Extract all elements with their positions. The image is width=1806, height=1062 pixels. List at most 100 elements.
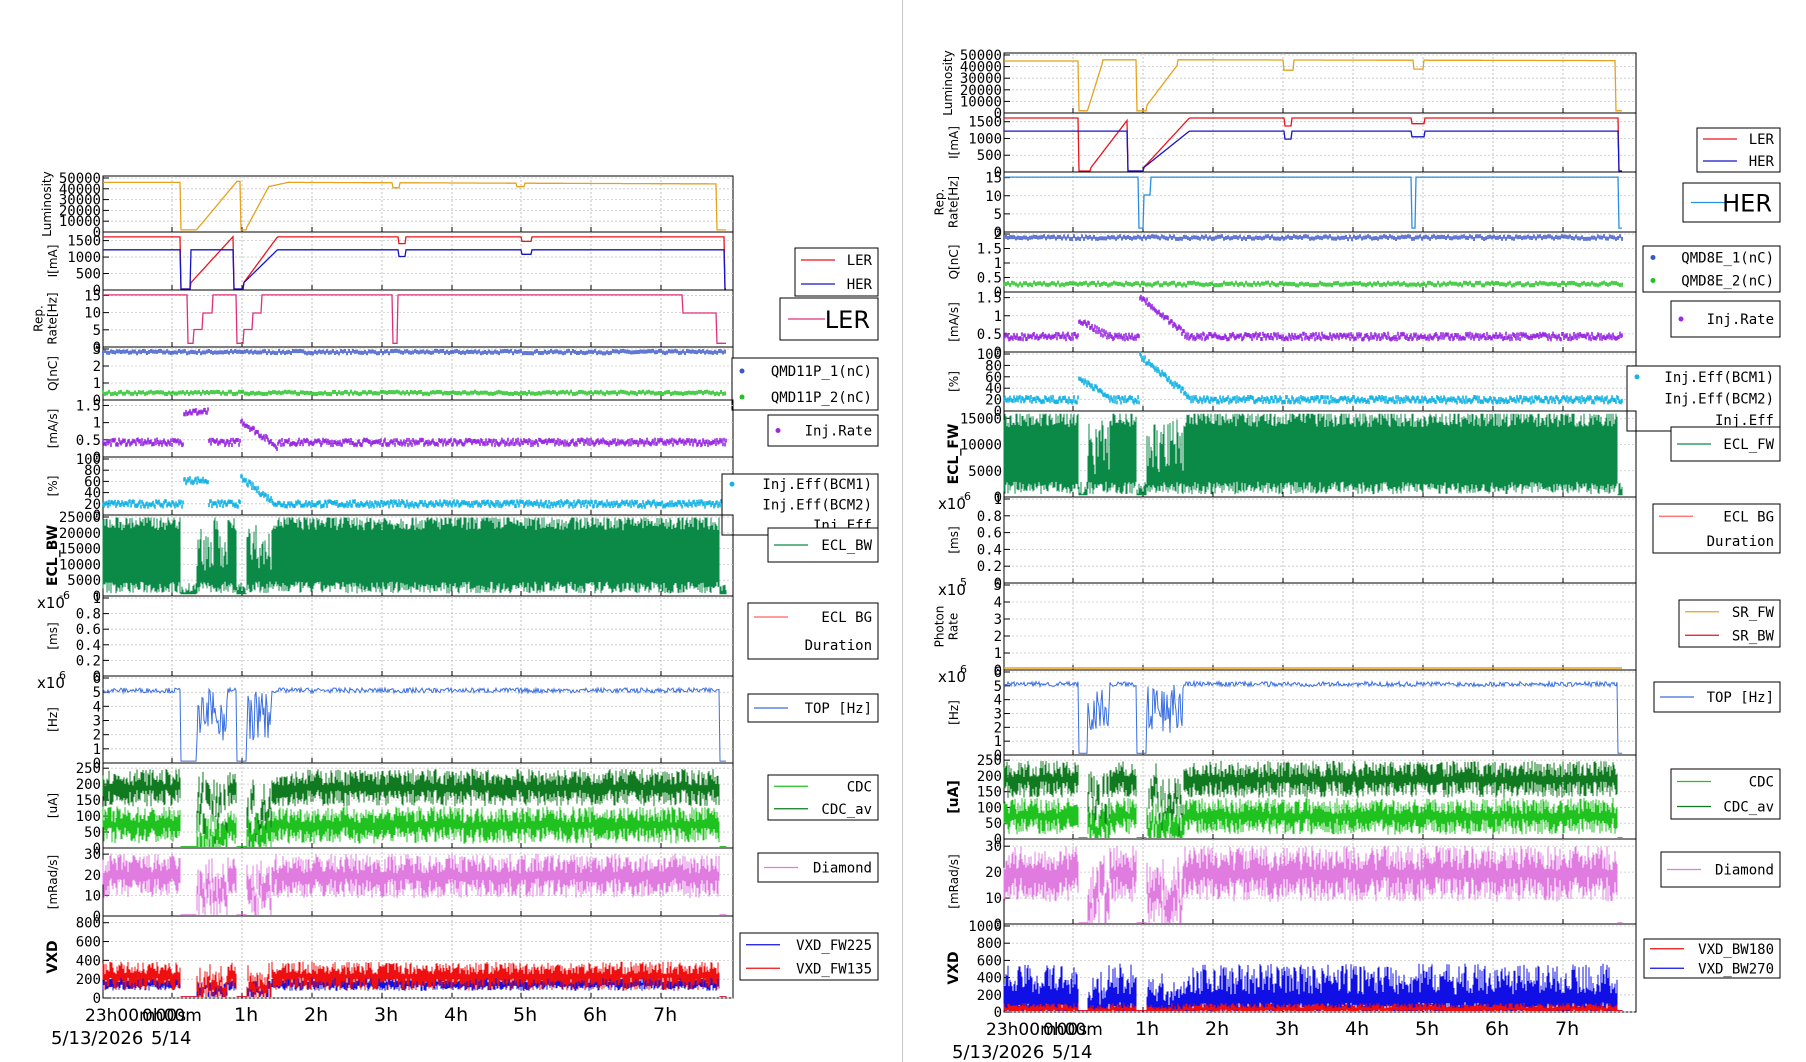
y-tick-label: 1 <box>994 734 1002 750</box>
y-tick-label: 5 <box>994 207 1002 223</box>
y-tick-label: 2 <box>93 359 101 375</box>
panel-frame <box>1003 52 1637 114</box>
series-points-inj <box>102 407 727 452</box>
legend-cdc: CDC CDC_av <box>767 774 879 821</box>
legend-box <box>1626 365 1781 432</box>
date-label: 5/13/2026 <box>51 1028 143 1049</box>
series-group <box>1004 117 1622 172</box>
y-tick-label: 1500 <box>67 234 101 250</box>
series-points-QMD11P_2(nC) <box>102 389 726 397</box>
y-axis-label: Rep.Rate[Hz] <box>933 176 961 228</box>
y-tick-label: 10000 <box>59 557 101 573</box>
y-tick-label: 3 <box>93 342 101 358</box>
legend-dia: Diamond <box>1660 851 1781 888</box>
y-tick-label: 40 <box>84 486 101 502</box>
y-tick-label: 6 <box>93 671 101 687</box>
time-tick-label: 5h <box>513 1004 537 1026</box>
y-axis-label-line: Rep. <box>32 305 46 332</box>
legend-label: Diamond <box>1715 863 1774 879</box>
y-tick-label: 150 <box>76 793 101 809</box>
date-label: 5/13/2026 <box>952 1042 1044 1062</box>
legend-box <box>1670 768 1781 820</box>
y-tick-label: 0.5 <box>977 271 1002 287</box>
y-tick-label: 50000 <box>960 48 1002 64</box>
series-group <box>1003 234 1623 288</box>
panel-inj: 00.511.5[mA/s] Inj.Rate <box>46 398 879 466</box>
y-axis-label: [%] <box>947 371 961 392</box>
legend-label: Inj.Eff(BCM2) <box>762 498 872 514</box>
series-bars-vxd <box>1003 1003 1623 1011</box>
y-axis-label: [mA/s] <box>46 409 60 449</box>
y-axis-label: VXD <box>946 951 962 984</box>
y-axis-label: I[mA] <box>46 245 60 278</box>
time-tick-label: 7h <box>653 1004 677 1026</box>
legend-label: VXD_BW270 <box>1698 961 1774 977</box>
y-tick-label: 40000 <box>960 60 1002 76</box>
legend-box <box>739 932 879 981</box>
y-axis-label: Q[nC] <box>947 245 961 280</box>
legend-box <box>721 473 879 536</box>
legend-label: QMD11P_1(nC) <box>771 364 872 380</box>
series-points-QMD8E_2(nC) <box>1003 280 1623 288</box>
y-tick-label: 5000 <box>67 573 101 589</box>
legend-cur: LER HER <box>1696 127 1781 173</box>
series-group <box>102 686 726 762</box>
series-points-inj <box>1003 294 1623 342</box>
time-tick-label: 3h <box>374 1004 398 1026</box>
legend-box <box>1670 300 1781 338</box>
panel-frame <box>1003 669 1637 756</box>
y-tick-label: 1500 <box>968 115 1002 131</box>
legend-ecl: ECL_FW <box>1670 426 1781 462</box>
legend-eclbg: ECL BG Duration <box>1652 503 1781 554</box>
legend-eff: Inj.Eff(BCM1) Inj.Eff(BCM2) Inj.Eff <box>1626 365 1781 432</box>
y-tick-label: 0 <box>994 285 1002 301</box>
series-group <box>1004 176 1622 229</box>
series-points-QMD11P_1(nC) <box>102 348 726 356</box>
y-tick-label: 0 <box>994 917 1002 933</box>
panel-inj: 00.511.5[mA/s] Inj.Rate <box>947 291 1781 361</box>
axis-multiplier-exponent: 6 <box>960 663 967 676</box>
y-tick-label: 20 <box>84 868 101 884</box>
legend-top: TOP [Hz] <box>1653 681 1781 713</box>
y-tick-label: 20000 <box>59 526 101 542</box>
axis-multiplier: x10 <box>37 594 65 612</box>
y-tick-label: 0 <box>994 663 1002 679</box>
y-tick-label: 2 <box>994 629 1002 645</box>
y-axis-label: [mRad/s] <box>947 854 961 908</box>
legend-label: VXD_BW180 <box>1698 942 1774 958</box>
y-tick-label: 20000 <box>960 83 1002 99</box>
legend-ecl: ECL_BW <box>767 527 879 563</box>
series-bars-ecl <box>1003 413 1623 496</box>
legend-label: Inj.Rate <box>1707 312 1774 328</box>
series-group <box>1004 59 1622 112</box>
series-group <box>103 294 726 344</box>
date-label: 5/14 <box>1052 1042 1092 1062</box>
y-tick-label: 0 <box>994 832 1002 848</box>
legend-marker <box>775 428 781 433</box>
series-bars-dia <box>102 853 727 915</box>
y-tick-label: 3 <box>994 612 1002 628</box>
y-tick-label: 0 <box>93 450 101 466</box>
legend-box <box>747 602 879 660</box>
y-tick-label: 0 <box>994 404 1002 420</box>
y-tick-label: 1 <box>994 309 1002 325</box>
legend-label: LER <box>847 253 873 269</box>
legend-cdc: CDC CDC_av <box>1670 768 1781 820</box>
legend-label: VXD_FW135 <box>796 961 872 977</box>
series-line-lum <box>1004 59 1622 112</box>
legend-box <box>1696 127 1781 173</box>
legend-marker <box>739 394 745 400</box>
y-tick-label: 20 <box>985 865 1002 881</box>
legend-marker <box>1650 278 1656 283</box>
y-tick-label: 0 <box>93 841 101 857</box>
legend-label: CDC <box>847 779 872 795</box>
y-tick-label: 0 <box>994 490 1002 506</box>
legend-label: Duration <box>805 638 872 654</box>
panel-frame <box>1003 291 1637 353</box>
series-bars-dia <box>1003 845 1623 923</box>
y-tick-label: 20 <box>84 497 101 513</box>
y-tick-label: 2 <box>994 227 1002 243</box>
series-group <box>1003 351 1623 405</box>
